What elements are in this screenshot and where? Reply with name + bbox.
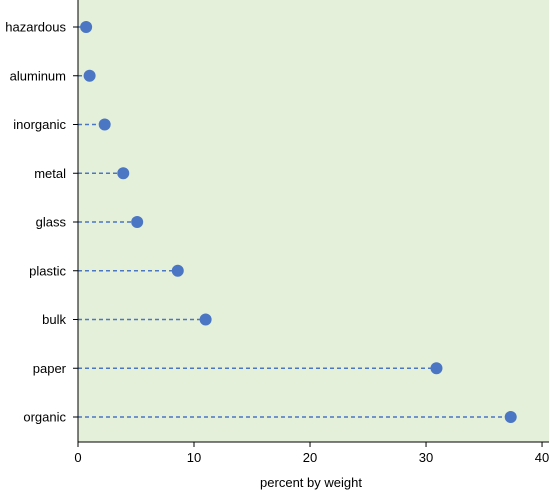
data-point [98, 118, 111, 131]
data-point [117, 167, 130, 180]
plot-panel [78, 0, 549, 442]
data-point [199, 313, 212, 326]
x-tick-label: 20 [303, 450, 317, 465]
data-point [430, 362, 443, 375]
category-label: aluminum [10, 68, 66, 83]
x-tick-label: 10 [187, 450, 201, 465]
x-tick-label: 0 [74, 450, 81, 465]
data-point [83, 69, 96, 82]
category-label: hazardous [5, 20, 66, 35]
data-point [171, 264, 184, 277]
x-tick-label: 40 [535, 450, 549, 465]
x-axis-title: percent by weight [260, 475, 362, 490]
data-point [131, 216, 144, 228]
category-label: inorganic [13, 117, 66, 132]
category-labels: hazardous aluminum inorganic metal glass plas… [5, 20, 78, 425]
x-tick-label: 30 [419, 450, 433, 465]
x-axis-ticks: 0 10 20 30 40 [74, 442, 549, 465]
category-label: metal [34, 166, 66, 181]
category-label: paper [33, 361, 67, 376]
data-point [80, 21, 93, 33]
data-point [504, 411, 517, 423]
category-label: plastic [29, 263, 66, 278]
category-label: bulk [42, 312, 66, 327]
category-label: glass [36, 215, 67, 230]
category-label: organic [23, 410, 66, 425]
data-points [80, 21, 517, 423]
